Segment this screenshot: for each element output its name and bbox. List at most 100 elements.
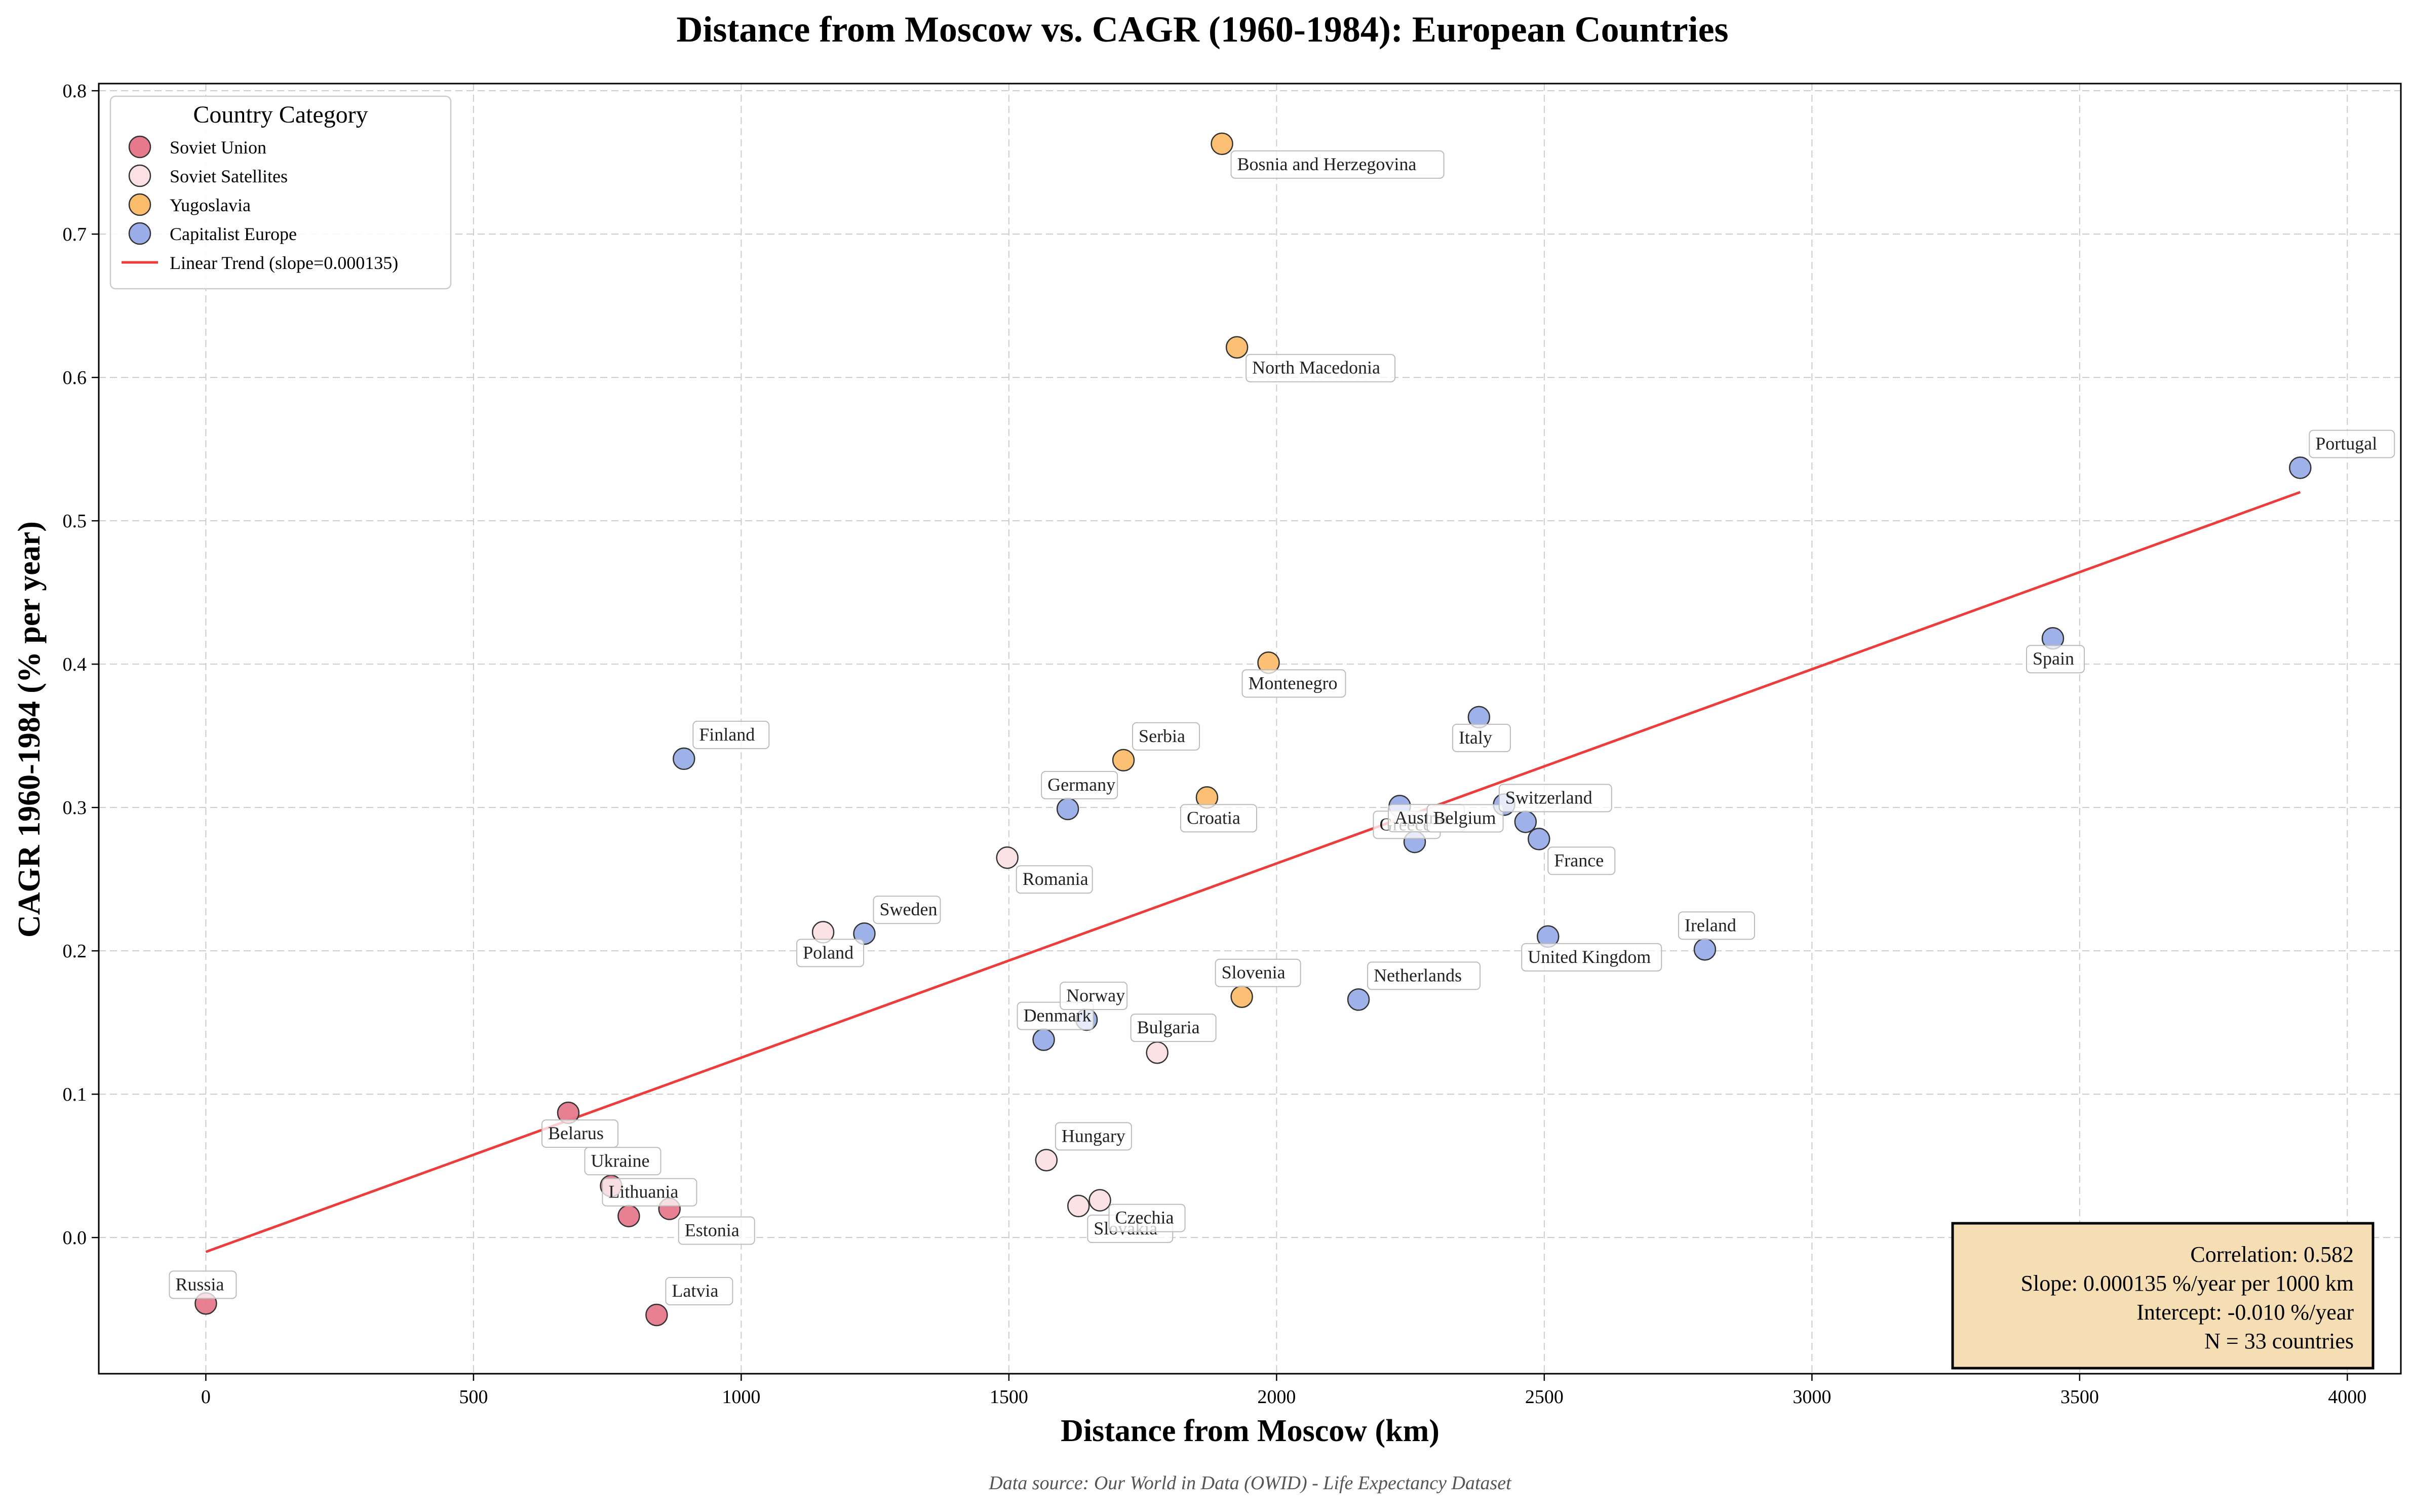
point-label-box [1132, 722, 1200, 751]
stats-box: Correlation: 0.582 Slope: 0.000135 %/year… [1951, 1222, 2375, 1370]
data-point [1347, 988, 1370, 1011]
data-point [617, 1205, 640, 1227]
point-label-box [1055, 1122, 1132, 1151]
point-label-box [584, 1147, 662, 1176]
point-label-box [169, 1270, 237, 1299]
point-label-box [1130, 1014, 1217, 1042]
point-label: Belarus [548, 1123, 604, 1143]
stats-line: N = 33 countries [2204, 1329, 2354, 1353]
point-label: Montenegro [1248, 673, 1337, 693]
point-label: Bosnia and Herzegovina [1237, 154, 1417, 174]
point-label: Switzerland [1505, 787, 1592, 807]
y-tick-label: 0.8 [63, 81, 87, 102]
data-point [673, 747, 695, 770]
legend-entry: Soviet Union [170, 137, 266, 158]
point-label-box [1180, 804, 1257, 833]
x-tick-label: 0 [201, 1386, 211, 1408]
point-label: Slovenia [1222, 962, 1286, 983]
x-tick-label: 3500 [2060, 1386, 2099, 1408]
point-label: Latvia [672, 1281, 718, 1301]
point-label: Portugal [2315, 433, 2377, 453]
x-tick-label: 2000 [1257, 1386, 1296, 1408]
y-tick-label: 0.3 [63, 797, 87, 819]
y-tick-label: 0.4 [63, 654, 87, 675]
plot-frame [98, 83, 2402, 1375]
point-label-box [2309, 430, 2395, 458]
chart-title: Distance from Moscow vs. CAGR (1960-1984… [676, 9, 1728, 50]
data-point [1211, 132, 1233, 156]
y-tick-label: 0.6 [63, 367, 87, 389]
data-point [1230, 985, 1253, 1008]
point-label-box [678, 1216, 755, 1245]
legend-entry: Yugoslavia [170, 195, 251, 215]
data-point [1528, 828, 1550, 850]
point-label-box [1108, 1204, 1186, 1232]
point-label-box [1215, 958, 1301, 987]
point-labels: Russia Belarus Ukraine Lithuania Latvia Eston… [169, 150, 2395, 1305]
point-label: Croatia [1187, 807, 1240, 828]
legend-box [109, 95, 452, 290]
legend-marker [128, 135, 151, 159]
point-label-box [796, 939, 865, 967]
axis-ticks: 0 500 1000 1500 2000 2500 3000 3500 4000 0.0 0.1 0.… [63, 81, 2367, 1408]
point-label: Serbia [1139, 726, 1185, 746]
point-label: Bulgaria [1137, 1017, 1200, 1037]
point-label: Belgium [1433, 807, 1496, 828]
point-label-box [541, 1119, 618, 1148]
data-point [1088, 1189, 1111, 1212]
point-label: Norway [1066, 985, 1125, 1005]
y-tick-label: 0.2 [63, 941, 87, 962]
point-label-box [1547, 846, 1616, 875]
data-point [1146, 1041, 1169, 1064]
source-note: Data source: Our World in Data (OWID) - … [988, 1472, 1512, 1494]
point-label-box [1246, 354, 1396, 382]
point-label: Lithuania [608, 1182, 678, 1202]
stats-line: Slope: 0.000135 %/year per 1000 km [2021, 1271, 2354, 1296]
point-label-box [1367, 961, 1481, 990]
point-label-box [1041, 770, 1118, 799]
point-label: Ireland [1685, 915, 1736, 935]
data-point [996, 846, 1019, 869]
y-axis-label: CAGR 1960-1984 (% per year) [12, 521, 47, 938]
data-point [1693, 938, 1717, 961]
point-label-box [1060, 981, 1128, 1010]
y-tick-label: 0.7 [63, 224, 87, 245]
legend-marker [128, 164, 151, 187]
data-point [1056, 797, 1079, 821]
data-point [2289, 456, 2312, 479]
x-tick-label: 2500 [1525, 1386, 1564, 1408]
point-label-box [1426, 804, 1504, 833]
point-label-box [2026, 645, 2085, 674]
point-label: Czechia [1115, 1208, 1174, 1228]
stats-box-frame [1951, 1222, 2375, 1370]
point-label-box [1241, 669, 1346, 698]
point-label-box [1016, 865, 1093, 894]
point-label-box [1498, 784, 1612, 812]
point-label: United Kingdom [1528, 947, 1651, 967]
point-label: Poland [803, 942, 853, 962]
point-label-box [1452, 723, 1511, 752]
legend-entry: Soviet Satellites [170, 166, 288, 186]
legend-marker [128, 193, 151, 216]
data-point [1035, 1149, 1058, 1172]
legend-entry: Capitalist Europe [170, 224, 297, 244]
x-tick-label: 500 [459, 1386, 488, 1408]
point-label: Russia [175, 1274, 224, 1294]
y-tick-label: 0.0 [63, 1227, 87, 1249]
point-label: Ukraine [591, 1150, 650, 1171]
point-label: Sweden [879, 899, 937, 919]
x-tick-label: 1000 [722, 1386, 760, 1408]
x-axis-label: Distance from Moscow (km) [1061, 1414, 1440, 1448]
data-point [1514, 810, 1537, 833]
point-label: Estonia [685, 1220, 740, 1240]
legend-marker [128, 222, 151, 245]
point-label-box [1678, 911, 1755, 940]
y-tick-label: 0.5 [63, 511, 87, 532]
data-point [1032, 1028, 1055, 1051]
point-label-box [692, 720, 770, 749]
point-label: Romania [1023, 869, 1088, 889]
point-label-box [602, 1178, 697, 1207]
x-tick-label: 3000 [1793, 1386, 1831, 1408]
point-label: Germany [1047, 774, 1115, 795]
